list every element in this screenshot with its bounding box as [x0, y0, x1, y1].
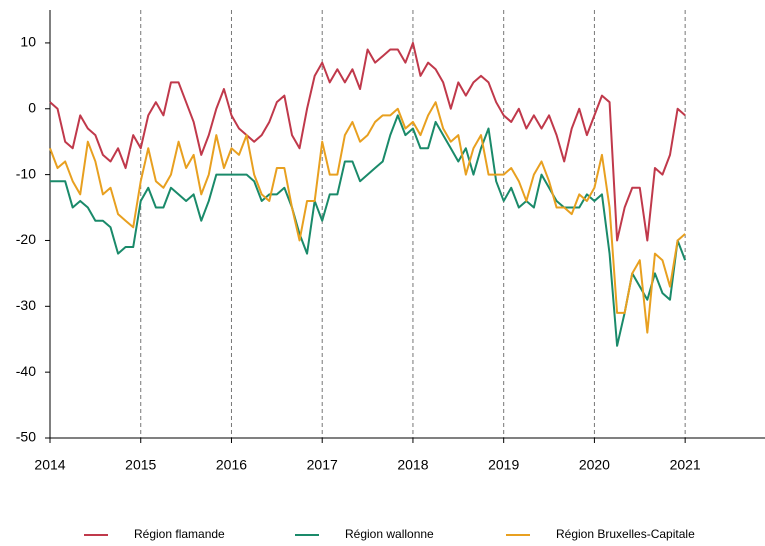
series-line: [49, 101, 686, 334]
y-tick-label: 0: [28, 99, 36, 115]
x-tick-label: 2020: [579, 457, 610, 473]
x-tick-label: 2018: [397, 457, 428, 473]
legend-label: Région wallonne: [345, 527, 434, 541]
x-tick-label: 2016: [216, 457, 247, 473]
y-tick-label: -50: [16, 429, 36, 445]
x-tick-label: 2017: [307, 457, 338, 473]
x-tick-label: 2021: [670, 457, 701, 473]
y-tick-label: -20: [16, 231, 36, 247]
series-line: [49, 41, 686, 242]
y-tick-label: -10: [16, 165, 36, 181]
x-tick-label: 2014: [34, 457, 65, 473]
y-tick-label: 10: [20, 34, 36, 50]
y-tick-label: -40: [16, 363, 36, 379]
legend-label: Région Bruxelles-Capitale: [556, 527, 695, 541]
x-tick-label: 2019: [488, 457, 519, 473]
series-line: [50, 114, 687, 347]
legend-label: Région flamande: [134, 527, 225, 541]
x-tick-label: 2015: [125, 457, 156, 473]
y-tick-label: -30: [16, 297, 36, 313]
